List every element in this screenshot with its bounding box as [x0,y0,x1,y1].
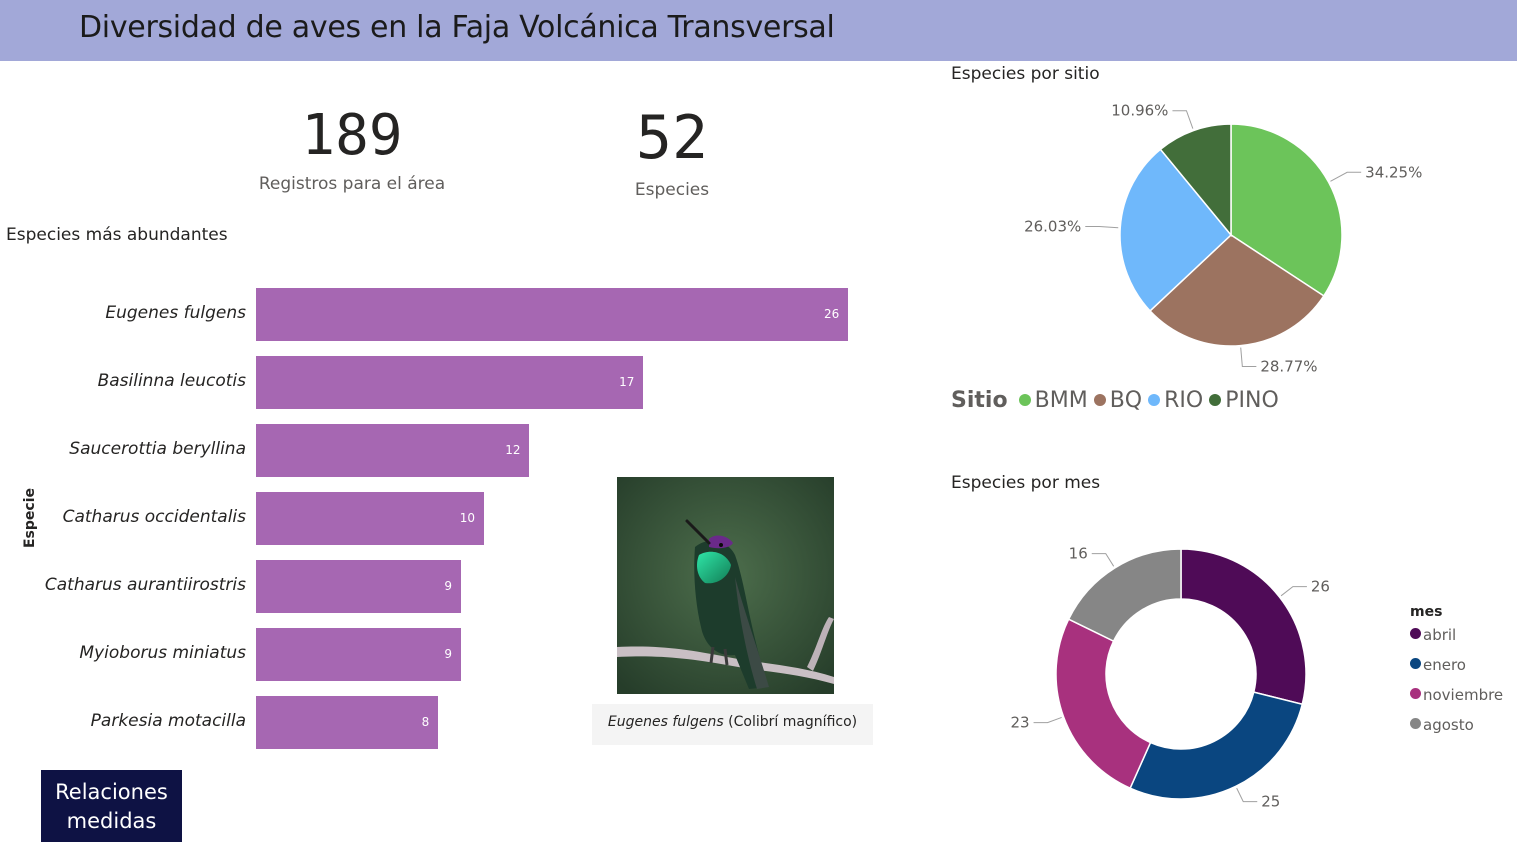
relaciones-medidas-button[interactable]: Relaciones medidas [41,770,182,842]
pie-slice-rio[interactable] [1119,148,1233,312]
donut-leader-noviembre [1033,716,1062,724]
pie-leader-bq [1240,347,1257,368]
donut-legend-item-enero[interactable]: enero [1410,654,1503,684]
pie-leader-bmm [1330,171,1362,182]
pie-legend-label-bmm: BMM [1034,388,1088,413]
bar-catharus-aurantiirostris[interactable] [256,560,461,613]
bar-eugenes-fulgens[interactable] [256,288,848,341]
pie-legend-item-pino[interactable]: PINO [1209,388,1279,413]
donut-legend-label-agosto: agosto [1423,716,1474,734]
bar-value-eugenes-fulgens: 26 [824,307,840,321]
donut-legend-dot-agosto [1410,718,1421,729]
bar-label-catharus-occidentalis: Catharus occidentalis [62,507,246,527]
pie-leader-pino [1172,110,1194,129]
donut-chart-title: Especies por mes [951,473,1101,493]
bar-value-myioborus-miniatus: 9 [444,647,453,661]
header-bar: Diversidad de aves en la Faja Volcánica … [0,0,1517,61]
bar-value-catharus-occidentalis: 10 [459,511,475,525]
donut-legend-dot-abril [1410,628,1421,639]
pie-legend-dot-bmm [1018,394,1031,406]
donut-legend-item-noviembre[interactable]: noviembre [1410,684,1503,714]
donut-legend-label-abril: abril [1423,626,1457,644]
donut-legend-label-noviembre: noviembre [1423,686,1504,704]
donut-legend: mes abril enero noviembre agosto [1410,604,1503,744]
donut-legend-label-enero: enero [1423,656,1466,674]
hummingbird-image [617,477,834,694]
bar-label-catharus-aurantiirostris: Catharus aurantiirostris [44,575,246,595]
photo-caption: Eugenes fulgens (Colibrí magnífico) [592,704,873,745]
donut-legend-dot-noviembre [1410,688,1421,699]
pie-legend-label-rio: RIO [1164,388,1204,413]
bar-value-saucerottia-beryllina: 12 [505,443,521,457]
bar-value-basilinna-leucotis: 17 [619,375,635,389]
bar-label-basilinna-leucotis: Basilinna leucotis [97,371,246,391]
donut-leader-abril [1280,586,1307,597]
kpi-especies-value: 52 [635,103,709,173]
donut-slice-noviembre[interactable] [1055,618,1152,790]
donut-label-noviembre: 23 [1010,714,1029,732]
bar-value-catharus-aurantiirostris: 9 [444,579,453,593]
kpi-especies: 52 Especies [572,108,772,200]
bar-catharus-occidentalis[interactable] [256,492,484,545]
bar-saucerottia-beryllina[interactable] [256,424,530,477]
bar-chart-title: Especies más abundantes [6,225,228,245]
donut-label-agosto: 16 [1069,545,1088,563]
pie-legend-item-bq[interactable]: BQ [1093,388,1143,413]
pie-slice-pino[interactable] [1159,123,1232,238]
bar-myioborus-miniatus[interactable] [256,628,461,681]
pie-chart-title: Especies por sitio [951,64,1100,84]
donut-leader-enero [1236,787,1258,803]
pie-legend: Sitio BMM BQ RIO PINO [951,388,1279,413]
donut-chart: 26 25 23 16 [1010,545,1330,811]
bar-label-myioborus-miniatus: Myioborus miniatus [79,643,246,663]
pie-legend-dot-pino [1209,394,1222,406]
donut-legend-dot-enero [1410,658,1421,669]
photo-caption-species: Eugenes fulgens [607,714,724,730]
donut-label-abril: 26 [1311,578,1330,596]
pie-legend-title: Sitio [951,388,1008,413]
donut-legend-item-abril[interactable]: abril [1410,624,1503,654]
relaciones-medidas-button-line2: medidas [66,809,157,833]
donut-slice-enero[interactable] [1129,691,1304,800]
pie-label-bmm: 34.25% [1365,163,1422,181]
pie-legend-dot-bq [1093,394,1106,406]
hummingbird-photo [617,477,834,694]
donut-label-enero: 25 [1261,793,1280,811]
pie-leader-rio [1085,225,1119,229]
page-title: Diversidad de aves en la Faja Volcánica … [79,10,835,45]
kpi-registros-value: 189 [301,103,403,168]
donut-slice-agosto[interactable] [1067,548,1182,643]
bar-label-saucerottia-beryllina: Saucerottia beryllina [69,439,246,459]
pie-slice-bq[interactable] [1148,234,1325,347]
bar-label-parkesia-motacilla: Parkesia motacilla [90,711,246,731]
bar-basilinna-leucotis[interactable] [256,356,644,409]
pie-legend-label-bq: BQ [1109,388,1143,413]
kpi-especies-label: Especies [634,180,710,200]
kpi-registros-label: Registros para el área [258,174,446,194]
donut-legend-title: mes [1410,604,1443,620]
pie-legend-item-rio[interactable]: RIO [1148,388,1203,413]
bar-label-eugenes-fulgens: Eugenes fulgens [105,303,246,323]
donut-legend-item-agosto[interactable]: agosto [1410,714,1503,744]
pie-legend-label-pino: PINO [1225,388,1279,413]
bar-value-parkesia-motacilla: 8 [421,715,430,729]
pie-label-bq: 28.77% [1260,358,1317,376]
pie-chart: 34.25% 28.77% 26.03% 10.96% [1024,102,1422,376]
bar-parkesia-motacilla[interactable] [256,696,439,749]
relaciones-medidas-button-line1: Relaciones [55,780,168,804]
pie-label-rio: 26.03% [1024,217,1081,235]
pie-legend-item-bmm[interactable]: BMM [1018,388,1088,413]
photo-caption-common-name: (Colibrí magnífico) [723,714,858,730]
pie-label-pino: 10.96% [1111,102,1168,120]
donut-slice-abril[interactable] [1180,548,1307,706]
kpi-registros: 189 Registros para el área [232,103,472,195]
donut-leader-agosto [1091,553,1115,567]
pie-legend-dot-rio [1148,394,1161,406]
